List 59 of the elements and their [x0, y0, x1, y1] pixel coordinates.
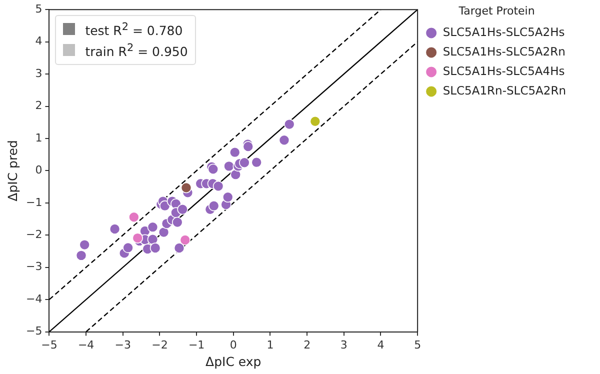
- point: [122, 242, 134, 254]
- y-tick-label: −5: [26, 324, 42, 338]
- y-tick-label: −2: [26, 228, 42, 241]
- point: [180, 182, 192, 194]
- x-tick-label: −3: [114, 338, 131, 352]
- point: [109, 224, 120, 234]
- annotation: test R$^{2}$ = 0.780: [85, 20, 183, 38]
- point: [310, 116, 321, 127]
- point: [239, 157, 250, 168]
- x-tick-label: 2: [304, 338, 311, 352]
- x-axis-title: ΔpIC exp: [206, 354, 262, 369]
- point: [251, 156, 262, 168]
- point: [284, 118, 295, 130]
- x-tick-label: −1: [188, 338, 205, 352]
- point: [128, 212, 140, 222]
- legend-label: SLC5A1Hs-SLC5A4Hs: [442, 64, 565, 78]
- y-tick-label: −3: [26, 260, 42, 274]
- y-tick-label: 4: [35, 34, 42, 48]
- legend-title: Target Protein: [458, 4, 535, 18]
- x-tick-label: −2: [152, 338, 168, 352]
- y-axis-title: ΔpIC pred: [4, 140, 20, 202]
- y-tick-label: 0: [35, 164, 42, 177]
- legend-label: SLC5A1Rn-SLC5A2Rn: [442, 83, 566, 98]
- y-tick-label: −1: [26, 196, 42, 209]
- legend-label: SLC5A1Hs-SLC5A2Rn: [442, 44, 566, 58]
- x-tick-label: 1: [266, 338, 274, 352]
- point: [180, 234, 191, 246]
- x-tick-label: 0: [230, 338, 237, 352]
- point: [147, 234, 158, 245]
- legend-label: SLC5A1Hs-SLC5A2Hs: [442, 24, 565, 39]
- point: [222, 192, 234, 203]
- x-tick-label: 3: [340, 338, 348, 352]
- annotation: train R$^{2}$ = 0.950: [85, 42, 188, 59]
- point: [208, 200, 220, 212]
- y-tick-label: 2: [35, 99, 42, 112]
- point: [224, 160, 234, 172]
- point: [132, 232, 144, 244]
- point: [212, 180, 224, 192]
- y-tick-label: 5: [35, 2, 42, 16]
- point: [229, 146, 240, 158]
- point: [208, 164, 219, 174]
- point: [177, 204, 188, 215]
- point: [150, 242, 161, 254]
- point: [230, 169, 241, 180]
- y-tick-label: −4: [26, 292, 42, 306]
- x-tick-label: 4: [377, 338, 384, 352]
- point: [278, 134, 290, 146]
- x-tick-label: 5: [414, 338, 422, 352]
- y-tick-label: 3: [35, 66, 42, 80]
- point: [76, 250, 87, 261]
- point: [242, 141, 254, 152]
- point: [159, 200, 170, 212]
- point: [158, 226, 170, 238]
- y-tick-label: 1: [35, 131, 42, 144]
- x-tick-label: −4: [78, 338, 94, 352]
- point: [79, 239, 90, 250]
- point: [172, 216, 183, 228]
- point: [147, 222, 158, 232]
- point: [174, 242, 185, 254]
